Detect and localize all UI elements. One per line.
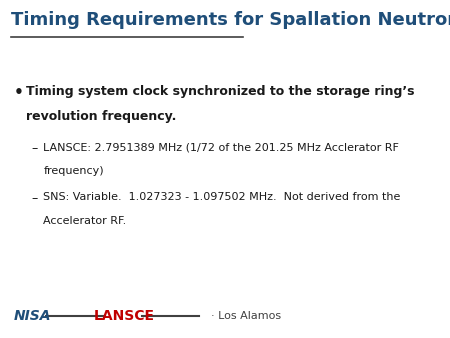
Text: Timing Requirements for Spallation Neutron Sources: Timing Requirements for Spallation Neutr…: [11, 11, 450, 29]
Text: revolution frequency.: revolution frequency.: [26, 110, 176, 123]
Text: Accelerator RF.: Accelerator RF.: [43, 216, 126, 226]
Text: LANSCE: LANSCE: [94, 310, 155, 323]
Text: NISA: NISA: [14, 310, 51, 323]
Text: · Los Alamos: · Los Alamos: [211, 312, 281, 321]
Text: Timing system clock synchronized to the storage ring’s: Timing system clock synchronized to the …: [26, 85, 414, 98]
Text: •: •: [14, 85, 23, 100]
Text: –: –: [31, 192, 37, 206]
Text: –: –: [31, 142, 37, 155]
Text: SNS: Variable.  1.027323 - 1.097502 MHz.  Not derived from the: SNS: Variable. 1.027323 - 1.097502 MHz. …: [43, 192, 400, 202]
Text: LANSCE: 2.7951389 MHz (1/72 of the 201.25 MHz Acclerator RF: LANSCE: 2.7951389 MHz (1/72 of the 201.2…: [43, 142, 399, 152]
Text: frequency): frequency): [43, 166, 104, 176]
